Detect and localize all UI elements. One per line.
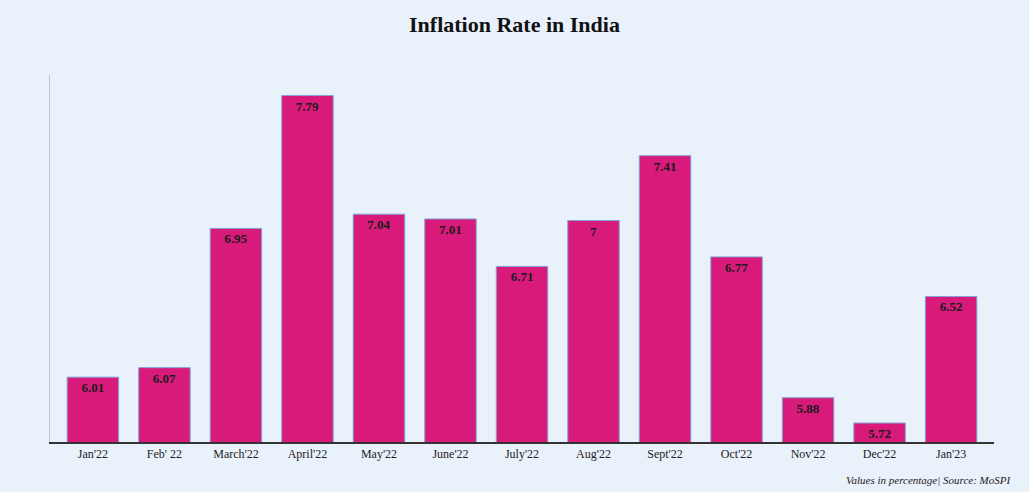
svg-text:Oct'22: Oct'22 <box>721 447 753 461</box>
svg-text:7.79: 7.79 <box>296 99 319 114</box>
svg-text:7.04: 7.04 <box>367 217 390 232</box>
svg-text:Feb' 22: Feb' 22 <box>147 447 182 461</box>
svg-text:May'22: May'22 <box>361 447 397 461</box>
svg-text:Jan'23: Jan'23 <box>936 447 966 461</box>
svg-text:6.95: 6.95 <box>224 231 247 246</box>
svg-text:6.01: 6.01 <box>82 380 105 395</box>
svg-text:7.01: 7.01 <box>439 222 462 237</box>
svg-text:7.41: 7.41 <box>654 159 677 174</box>
svg-text:6.71: 6.71 <box>511 269 534 284</box>
svg-text:6.52: 6.52 <box>940 299 963 314</box>
svg-text:Dec'22: Dec'22 <box>863 447 896 461</box>
svg-text:June'22: June'22 <box>432 447 468 461</box>
svg-text:5.72: 5.72 <box>868 426 891 441</box>
svg-text:July'22: July'22 <box>505 447 539 461</box>
svg-text:Values in percentage| Source:: Values in percentage| Source: MoSPI <box>846 474 1011 486</box>
svg-text:March'22: March'22 <box>213 447 258 461</box>
svg-text:Aug'22: Aug'22 <box>576 447 611 461</box>
svg-text:Sept'22: Sept'22 <box>647 447 683 461</box>
svg-text:6.07: 6.07 <box>153 371 176 386</box>
svg-text:Inflation Rate in India: Inflation Rate in India <box>409 12 620 37</box>
svg-text:Nov'22: Nov'22 <box>791 447 826 461</box>
svg-text:Jan'22: Jan'22 <box>78 447 108 461</box>
svg-text:6.77: 6.77 <box>725 260 748 275</box>
svg-text:7: 7 <box>590 224 597 239</box>
svg-text:April'22: April'22 <box>288 447 328 461</box>
svg-text:5.88: 5.88 <box>796 401 819 416</box>
